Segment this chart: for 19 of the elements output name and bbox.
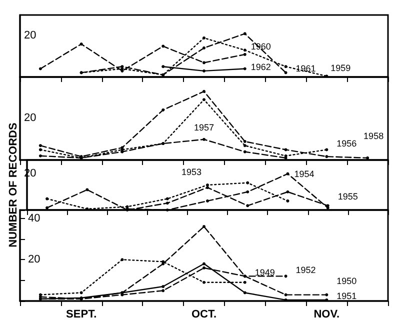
series-label: 1960 (250, 41, 271, 52)
series-label: 1952 (296, 265, 316, 276)
series-label: 1959 (330, 63, 351, 74)
y-axis-title: NUMBER OF RECORDS (8, 122, 20, 248)
series-label: 1957 (194, 122, 214, 132)
series-label: 1950 (336, 276, 357, 286)
series-label: 1956 (336, 138, 357, 149)
x-tick-label: SEPT. (66, 308, 97, 320)
series-label: 1949 (254, 267, 275, 278)
series-label: 1953 (181, 167, 202, 177)
series-label: 1951 (336, 290, 357, 301)
series-label: 1954 (294, 168, 314, 179)
x-tick-label: OCT. (191, 308, 217, 320)
x-tick-label: NOV. (314, 308, 340, 320)
series-label: 1955 (338, 192, 358, 202)
y-tick-label: 40 (28, 212, 40, 224)
series-label: 1958 (364, 130, 384, 141)
series-label: 1961 (296, 64, 316, 74)
series-label: 1962 (250, 62, 271, 72)
